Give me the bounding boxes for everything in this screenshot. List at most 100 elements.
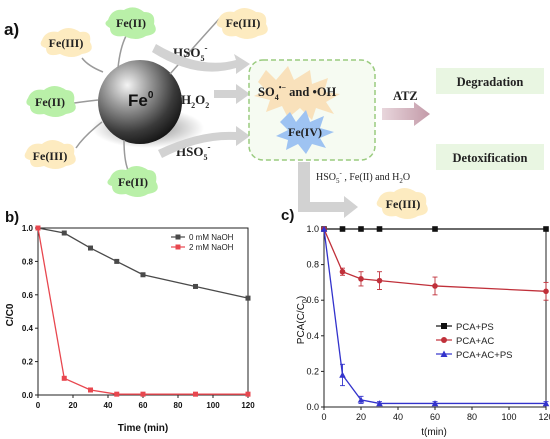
- radical-starburst: [254, 66, 340, 120]
- x-tick-label: 0: [36, 401, 41, 410]
- y-tick-label: 0.2: [306, 366, 319, 376]
- y-tick-label: 0.0: [22, 391, 34, 400]
- svg-text:Fe(II): Fe(II): [118, 175, 148, 189]
- tick-group: 0 20 40 60 80 100 120 0.0 0.2 0.4 0.6 0.8 1.0: [306, 224, 550, 422]
- y-tick-label: 0.8: [22, 257, 34, 266]
- svg-text:Fe(III): Fe(III): [386, 197, 421, 211]
- data-point: [140, 391, 146, 397]
- series-line: [37, 227, 248, 395]
- ion-fe3-byproduct: Fe(III): [376, 188, 428, 219]
- data-point: [193, 391, 198, 397]
- data-point: [140, 272, 146, 278]
- x-tick-label: 20: [69, 401, 78, 410]
- legend-marker: [441, 337, 447, 343]
- data-point: [431, 400, 439, 407]
- legend-label: PCA+PS: [456, 322, 494, 333]
- y-tick-label: 0.4: [306, 331, 319, 341]
- curved-arrows: [152, 44, 250, 158]
- atz-label: ATZ: [393, 89, 418, 103]
- plot-frame: [37, 227, 249, 396]
- axis-title-y: PCA(C/C0): [296, 296, 309, 344]
- x-tick-label: 0: [321, 412, 326, 422]
- detoxification-label: Detoxification: [453, 151, 528, 165]
- legend-marker: [175, 234, 181, 240]
- legend-label: 2 mM NaOH: [189, 243, 234, 252]
- svg-text:Fe(II): Fe(II): [35, 95, 65, 109]
- x-tick-label: 80: [467, 412, 477, 422]
- ion-fe2-top: Fe(II): [105, 7, 156, 39]
- legend: PCA+PS PCA+AC PCA+AC+PS: [436, 322, 513, 361]
- data-point: [358, 276, 364, 282]
- ion-fe2-bottom: Fe(II): [107, 166, 158, 197]
- y-tick-label: 0.6: [22, 291, 34, 300]
- panel-c-chart: c) 0 20 40 60 80 100 120 0.0 0.2 0.4 0.6 0.8 1.0 t(m…: [281, 207, 550, 438]
- svg-text:Fe(III): Fe(III): [33, 149, 68, 163]
- axis-title-x: Time (min): [118, 423, 168, 434]
- data-point: [193, 283, 198, 289]
- x-tick-label: 80: [174, 401, 183, 410]
- ion-fe3-bottom-left: Fe(III): [24, 140, 76, 169]
- data-point: [114, 391, 120, 397]
- y-tick-label: 0.8: [306, 260, 319, 270]
- data-point: [542, 400, 550, 407]
- fe4-starburst: [276, 110, 334, 154]
- y-tick-label: 0.6: [306, 295, 319, 305]
- data-point: [432, 226, 438, 232]
- data-point: [88, 387, 93, 393]
- tick-group: 0 20 40 60 80 100 120 0.0 0.2 0.4 0.6 0.8 1.0: [22, 224, 255, 410]
- y-tick-label: 0.2: [22, 358, 34, 367]
- radicals-label: SO4•− and •OH: [258, 83, 337, 102]
- y-tick-label: 1.0: [22, 224, 34, 233]
- data-point: [339, 268, 346, 275]
- ion-fe2-left: Fe(II): [26, 86, 76, 117]
- x-tick-label: 100: [501, 412, 516, 422]
- x-tick-label: 20: [356, 412, 366, 422]
- x-tick-label: 40: [104, 401, 113, 410]
- series-line: [323, 228, 547, 292]
- axis-title-x: t(min): [421, 427, 447, 438]
- y-tick-label: 0.0: [306, 402, 319, 412]
- atz-arrow: [382, 102, 430, 126]
- ion-fe3-top-right: Fe(III): [216, 8, 268, 39]
- data-point: [245, 391, 251, 397]
- degradation-box: [436, 68, 544, 94]
- svg-text:Fe(III): Fe(III): [49, 36, 84, 50]
- data-point: [376, 400, 383, 407]
- panel-a-label: a): [4, 20, 19, 39]
- x-tick-label: 120: [538, 412, 550, 422]
- series-line: [323, 228, 546, 405]
- data-point: [376, 277, 383, 284]
- plot-frame: [323, 228, 547, 408]
- panel-c-label: c): [281, 207, 294, 224]
- data-point: [339, 371, 346, 378]
- axis-title-y: C/C0: [5, 303, 16, 326]
- lower-arrow: [298, 162, 358, 218]
- data-point: [543, 226, 549, 232]
- panel-a: a) Fe0 Fe(II) Fe(III) Fe(II): [4, 7, 544, 219]
- data-point: [376, 226, 383, 232]
- oxidant-h2o2: H2O2: [181, 92, 209, 110]
- legend-label: PCA+AC: [456, 336, 494, 347]
- x-tick-label: 60: [430, 412, 440, 422]
- fe0-label: Fe0: [128, 90, 154, 110]
- data-point: [543, 288, 549, 295]
- y-tick-label: 1.0: [306, 224, 319, 234]
- x-tick-label: 40: [393, 412, 403, 422]
- x-tick-label: 100: [206, 401, 220, 410]
- svg-text:Fe(II): Fe(II): [116, 16, 146, 30]
- data-point: [432, 283, 438, 289]
- y-tick-label: 0.4: [22, 324, 34, 333]
- whiskers: [67, 17, 221, 171]
- data-point: [61, 375, 67, 381]
- legend-marker: [175, 244, 181, 250]
- legend-label: PCA+AC+PS: [456, 350, 513, 361]
- series-group: [320, 225, 550, 407]
- data-point: [114, 258, 120, 264]
- panel-b-chart: b) 0 20 40 60 80 100 120 0.0 0.2 0.4 0.6 0.8 1.0 Tim…: [5, 209, 255, 434]
- fe4-label: Fe(IV): [288, 125, 322, 139]
- legend-marker: [441, 323, 447, 329]
- x-tick-label: 120: [241, 401, 255, 410]
- ion-fe3-left: Fe(III): [40, 28, 92, 57]
- data-point: [35, 225, 41, 231]
